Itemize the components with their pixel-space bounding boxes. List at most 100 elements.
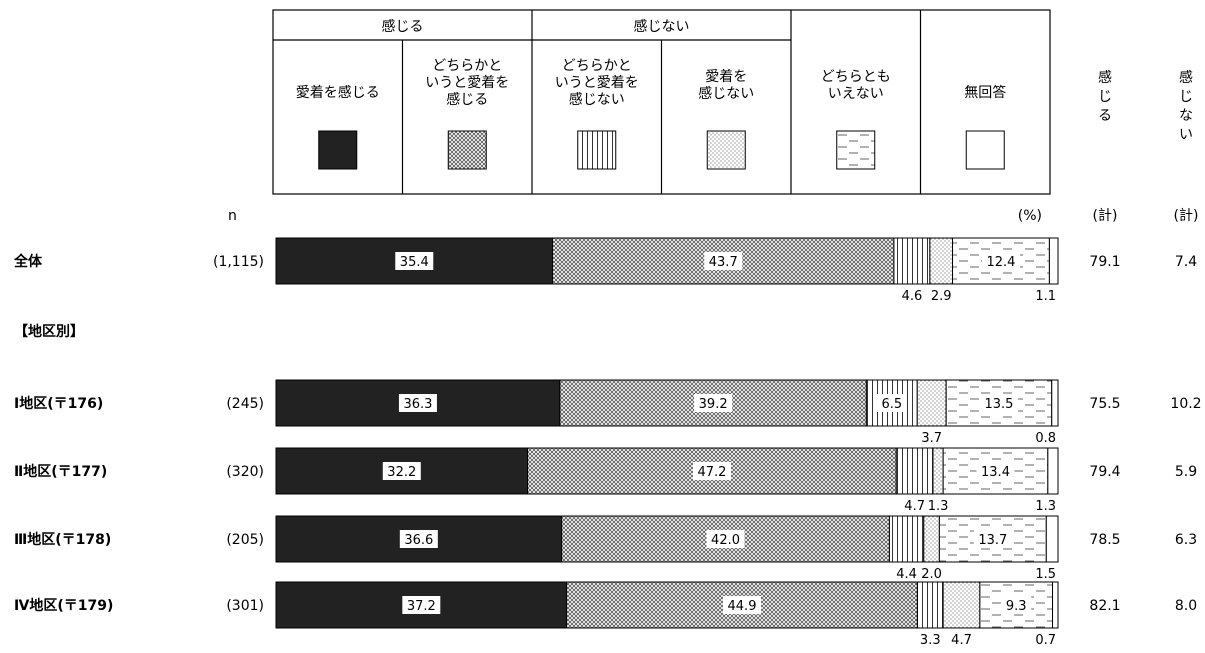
total-feel: 78.5 (1089, 532, 1120, 548)
data-label: 42.0 (711, 533, 740, 548)
bar-segment (1052, 581, 1059, 629)
total-not-feel: 8.0 (1175, 598, 1197, 614)
data-label: 13.5 (984, 397, 1013, 412)
data-label: 13.7 (978, 533, 1007, 548)
data-label-bg (398, 394, 437, 412)
row-label: Ⅲ地区(〒178) (14, 531, 111, 548)
row-label: Ⅱ地区(〒177) (14, 463, 107, 480)
legend-group-label: 感じない (634, 18, 690, 35)
legend-label: いうと愛着を (555, 75, 639, 91)
legend-swatch (577, 130, 617, 170)
total-feel: 82.1 (1089, 598, 1120, 614)
data-label: 1.1 (1035, 289, 1056, 304)
chart-row: Ⅲ地区(〒178) (205) 36.6 42.0 13.7 4.4 2.0 1.5 78.5 6… (14, 515, 1197, 582)
legend-label: 感じる (446, 91, 488, 108)
data-label: 37.2 (407, 599, 436, 614)
data-label-bg (395, 252, 434, 270)
data-label-bg (981, 252, 1020, 270)
data-label: 9.3 (1006, 599, 1027, 614)
bar-segment (893, 237, 931, 285)
row-label: Ⅰ地区(〒176) (14, 395, 103, 412)
bar-segment (888, 515, 925, 563)
legend-swatch (836, 130, 876, 170)
total-not-feel: 6.3 (1175, 532, 1197, 548)
bar-segment (942, 581, 981, 629)
legend-label: どちらかと (562, 58, 632, 74)
legend-label: 感じない (698, 85, 754, 102)
legend-label: どちらとも (821, 69, 891, 85)
summary-header-unit: (計) (1093, 208, 1118, 224)
data-label: 1.3 (1035, 499, 1056, 514)
row-label: 全体 (13, 253, 43, 270)
data-label-bg (979, 394, 1018, 412)
data-label-bg (722, 596, 761, 614)
legend-swatch (447, 130, 487, 170)
bar-segment (895, 447, 934, 495)
data-label-bg (706, 530, 745, 548)
summary-header-char: じ (1179, 89, 1193, 105)
total-not-feel: 10.2 (1170, 396, 1201, 412)
data-label: 1.3 (928, 499, 949, 514)
data-label-bg (1001, 596, 1032, 614)
row-n: (320) (226, 464, 264, 480)
data-label-bg (973, 530, 1012, 548)
data-label: 39.2 (699, 397, 728, 412)
data-label: 43.7 (709, 255, 738, 270)
summary-header-char: じ (1098, 89, 1112, 105)
data-label: 4.4 (896, 567, 917, 582)
chart-row: Ⅳ地区(〒179) (301) 37.2 44.9 9.3 3.3 4.7 0.7 82.1 8.… (14, 581, 1197, 648)
legend-label: 愛着を感じる (296, 84, 380, 101)
data-label: 3.3 (920, 633, 941, 648)
data-label: 6.5 (881, 397, 902, 412)
data-label: 44.9 (728, 599, 757, 614)
data-label-bg (704, 252, 743, 270)
data-label-bg (976, 462, 1015, 480)
legend-swatch (706, 130, 746, 170)
data-label: 4.7 (951, 633, 972, 648)
section-label: 【地区別】 (14, 323, 84, 340)
bar-segment (929, 237, 954, 285)
column-headers: n (%) 感じる (計) 感じない (計) 【地区別】 (14, 69, 1198, 340)
data-label: 36.6 (404, 533, 433, 548)
data-label: 4.7 (904, 499, 925, 514)
data-label: 32.2 (387, 465, 416, 480)
data-label: 47.2 (697, 465, 726, 480)
legend-label: いえない (828, 86, 884, 102)
legend-swatch (965, 130, 1005, 170)
summary-header-char: 感 (1179, 69, 1193, 86)
n-header: n (228, 208, 237, 224)
data-label-bg (399, 530, 438, 548)
data-label-bg (382, 462, 421, 480)
data-label: 2.9 (931, 289, 952, 304)
bar-segment (1051, 379, 1059, 427)
legend-label: 無回答 (964, 84, 1006, 101)
percent-unit: (%) (1018, 208, 1042, 224)
data-label: 12.4 (986, 255, 1015, 270)
chart-rows: 全体 (1,115) 35.4 43.7 12.4 4.6 2.9 1.1 79.1 7.4 Ⅰ地区… (13, 237, 1202, 648)
data-label: 4.6 (902, 289, 923, 304)
bar-segment (1048, 237, 1059, 285)
row-n: (245) (226, 396, 264, 412)
legend-swatch (318, 130, 358, 170)
row-n: (301) (226, 598, 264, 614)
data-label: 36.3 (403, 397, 432, 412)
chart-row: Ⅰ地区(〒176) (245) 36.3 39.2 6.5 13.5 3.7 0.8 75.5 1… (14, 379, 1202, 446)
legend-label: どちらかと (432, 58, 502, 74)
bar-segment (1047, 447, 1059, 495)
data-label: 0.7 (1035, 633, 1056, 648)
legend: 感じる 感じない愛着を感じるどちらかというと愛着を感じるどちらかというと愛着を感じ… (272, 9, 1051, 195)
row-n: (205) (226, 532, 264, 548)
total-feel: 79.4 (1089, 464, 1120, 480)
data-label: 0.8 (1035, 431, 1056, 446)
legend-label: いうと愛着を (425, 75, 509, 91)
chart-row: Ⅱ地区(〒177) (320) 32.2 47.2 13.44.7 1.3 1.379.4 5… (14, 447, 1197, 514)
total-not-feel: 7.4 (1175, 254, 1197, 270)
bar-segment (923, 515, 940, 563)
total-not-feel: 5.9 (1175, 464, 1197, 480)
data-label-bg (694, 394, 733, 412)
bar-segment (1045, 515, 1059, 563)
bar-segment (916, 581, 944, 629)
summary-header-char: な (1179, 108, 1193, 124)
legend-label: 愛着を (705, 69, 747, 85)
